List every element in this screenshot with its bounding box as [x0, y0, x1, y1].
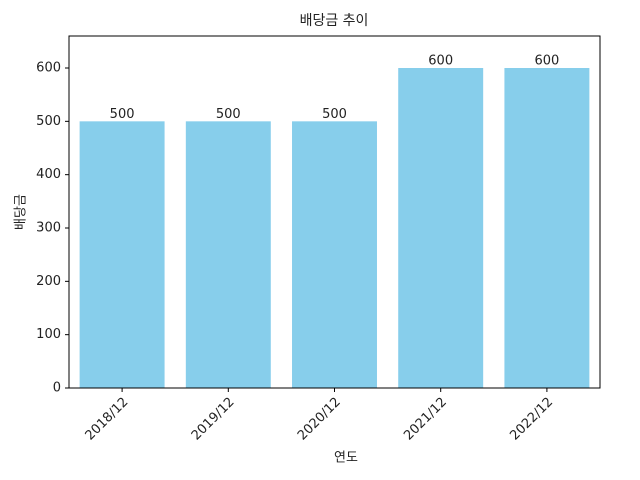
chart-title: 배당금 추이	[300, 13, 369, 29]
y-tick-label: 600	[36, 61, 61, 76]
x-axis-label: 연도	[334, 451, 358, 466]
y-tick-label: 500	[36, 114, 61, 129]
value-label: 500	[110, 107, 135, 122]
y-tick-label: 200	[36, 274, 61, 289]
bar	[185, 121, 271, 388]
bar	[79, 121, 165, 388]
plot-frame	[68, 35, 601, 389]
y-tick-label: 300	[36, 221, 61, 236]
y-tick-label: 0	[53, 381, 61, 396]
value-label: 600	[534, 54, 559, 69]
bar	[504, 68, 590, 388]
value-label: 600	[428, 54, 453, 69]
value-label: 500	[322, 107, 347, 122]
bar	[292, 121, 377, 388]
bar	[398, 68, 484, 388]
value-label: 500	[216, 107, 241, 122]
y-tick-label: 400	[36, 167, 61, 182]
y-axis-label: 배당금	[14, 194, 29, 230]
y-tick-label: 100	[36, 327, 61, 342]
